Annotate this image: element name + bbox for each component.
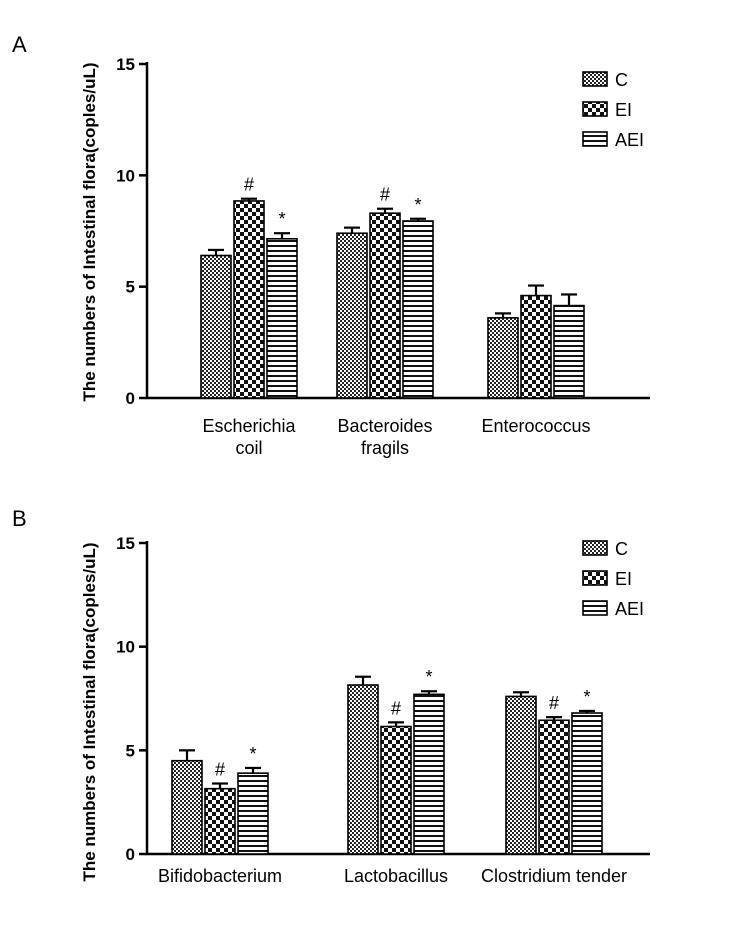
y-tick-label: 5 [126,278,135,297]
legend-label-c: C [615,539,628,559]
legend-label-aei: AEI [615,599,644,619]
bar-ei [520,294,552,399]
bar-ei [538,719,570,855]
bar-aei [266,237,298,399]
legend-swatch-c [582,540,608,556]
y-tick-label: 15 [116,55,135,74]
bar-ei [369,212,401,399]
legend-label-ei: EI [615,569,632,589]
bar-c [347,684,379,855]
legend-swatch-ei [582,101,608,117]
significance-mark: # [244,175,254,195]
y-tick-label: 10 [116,166,135,185]
y-tick-label: 0 [126,845,135,864]
panel-label: A [12,32,27,57]
bar-aei [402,220,434,399]
bar-ei [233,200,265,399]
bar-c [505,695,537,855]
legend-label-c: C [615,70,628,90]
bar-aei [237,772,269,855]
x-category-label: Enterococcus [481,416,590,436]
y-tick-label: 0 [126,389,135,408]
significance-mark: # [380,185,390,205]
bar-aei [571,712,603,855]
chart-panel-b: B The numbers of Intestinal flora(coples/… [12,506,650,886]
bar-c [336,232,368,399]
legend-swatch-c [582,71,608,87]
significance-mark: * [425,667,432,687]
legend-swatch-ei [582,570,608,586]
significance-mark: * [278,209,285,229]
x-category-label: Bifidobacterium [158,866,282,886]
y-axis-label: The numbers of Intestinal flora(coples/u… [80,542,99,881]
legend-label-aei: AEI [615,130,644,150]
x-category-label: Escherichia coil [202,416,296,458]
significance-mark: * [583,687,590,707]
y-tick-label: 5 [126,741,135,760]
significance-mark: # [549,693,559,713]
bar-c [487,317,519,399]
bar-aei [413,693,445,855]
y-tick-label: 10 [116,638,135,657]
y-tick-label: 15 [116,534,135,553]
x-category-label: Clostridium tender [481,866,627,886]
significance-mark: * [414,195,421,215]
significance-mark: * [249,744,256,764]
bar-c [171,759,203,855]
x-category-label: Lactobacillus [344,866,448,886]
bar-aei [553,304,585,399]
panel-label: B [12,506,27,531]
bar-c [200,254,232,399]
bar-ei [380,725,412,855]
y-axis-label: The numbers of Intestinal flora(coples/u… [80,62,99,401]
chart-panel-a: A The numbers of Intestinal flora(coples/… [12,32,650,458]
legend-swatch-aei [582,600,608,616]
significance-mark: # [215,760,225,780]
significance-mark: # [391,698,401,718]
bar-ei [204,787,236,855]
legend-label-ei: EI [615,100,632,120]
x-category-label: Bacteroides fragils [337,416,432,458]
legend-swatch-aei [582,131,608,147]
